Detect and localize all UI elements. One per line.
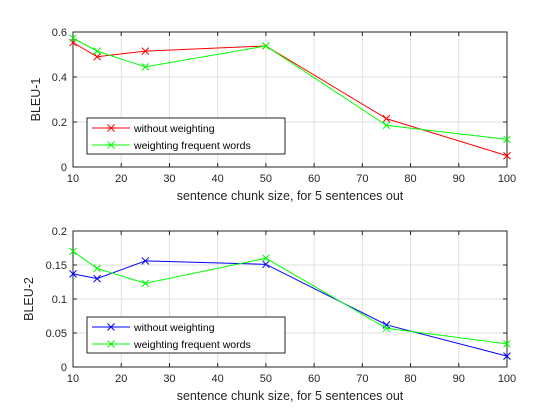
marker-stroke [382,121,391,130]
data-point [93,52,101,61]
data-point [503,352,511,360]
data-point [141,47,150,55]
marker-stroke [503,352,511,360]
data-point [382,121,391,130]
marker-stroke [69,34,77,42]
x-tick-label: 80 [404,373,416,385]
marker-stroke [503,151,511,160]
y-axis-label: BLEU-2 [22,277,36,321]
y-axis-label: BLEU-1 [29,78,43,122]
data-point [382,114,391,123]
x-tick-label: 90 [453,373,465,385]
legend-label: weighting frequent words [133,339,251,351]
y-tick-label: 0.05 [46,328,67,340]
data-point [141,257,150,265]
data-point [69,34,77,42]
data-point [69,247,77,256]
y-tick-label: 0 [61,362,67,374]
marker-stroke [141,279,150,288]
series-line-2 [72,37,508,140]
x-tick-label: 90 [453,173,465,185]
marker-stroke [382,114,391,123]
marker-stroke [93,264,101,273]
data-point [503,135,511,144]
data-point [262,42,270,50]
marker-stroke [382,324,391,333]
y-tick-label: 0.1 [52,294,67,306]
x-axis-label: sentence chunk size, for 5 sentences out [177,189,404,203]
data-point [69,269,77,278]
x-tick-label: 70 [356,173,368,185]
data-point [93,47,101,55]
marker-stroke [141,63,150,71]
legend-label: weighting frequent words [133,140,251,152]
data-point [262,254,270,263]
marker-stroke [262,42,270,50]
legend: without weighting weighting frequent word… [86,316,286,354]
marker-stroke [141,257,150,265]
x-tick-label: 10 [67,373,79,385]
x-axis-label: sentence chunk size, for 5 sentences out [177,389,404,403]
data-point [141,279,150,288]
series-line-1 [72,260,508,357]
marker-stroke [262,254,270,263]
x-tick-label: 50 [260,373,272,385]
x-tick-label: 10 [67,173,79,185]
marker-stroke [141,47,150,55]
x-tick-label: 30 [163,173,175,185]
legend-box [86,316,286,354]
legend-label: without weighting [133,322,215,334]
x-tick-label: 20 [115,173,127,185]
marker-stroke [93,274,101,283]
data-point [262,260,270,269]
axes-box [72,31,508,168]
y-tick-label: 0.6 [52,27,67,39]
chart-panel-1: 10 20 30 40 50 60 70 80 90 100 0 0.2 0.4 0.6 sentence … [29,27,516,203]
x-tick-label: 30 [163,373,175,385]
data-point [382,324,391,333]
marker-stroke [93,52,101,61]
legend-marker [107,340,115,348]
legend-marker [107,141,115,149]
marker-stroke [93,47,101,55]
x-tick-label: 100 [498,373,516,385]
x-tick-label: 40 [212,373,224,385]
x-tick-label: 60 [308,373,320,385]
x-tick-label: 20 [115,373,127,385]
data-point [93,274,101,283]
x-tick-label: 80 [404,173,416,185]
marker-stroke [262,260,270,269]
marker-stroke [503,340,511,348]
legend-box [86,117,286,155]
y-tick-label: 0.2 [52,117,67,129]
y-tick-label: 0.15 [46,260,67,272]
y-tick-label: 0.2 [52,226,67,238]
series-line-2 [72,250,508,345]
x-tick-label: 40 [212,173,224,185]
legend-marker [107,124,115,132]
marker-stroke [69,269,77,278]
x-tick-label: 100 [498,173,516,185]
data-point [93,264,101,273]
marker-stroke [69,247,77,256]
data-point [141,63,150,71]
x-tick-label: 70 [356,373,368,385]
legend-marker [107,323,115,331]
x-tick-label: 50 [260,173,272,185]
y-tick-label: 0 [61,162,67,174]
series-line-1 [72,42,508,157]
legend-label: without weighting [133,123,215,135]
marker-stroke [503,135,511,144]
y-tick-label: 0.4 [52,72,67,84]
data-point [503,151,511,160]
legend: without weighting weighting frequent word… [86,117,286,155]
chart-panel-2: 10 20 30 40 50 60 70 80 90 100 0 0.05 0.1 0.15 0.2 sent… [22,226,516,403]
x-tick-label: 60 [308,173,320,185]
data-point [503,340,511,348]
